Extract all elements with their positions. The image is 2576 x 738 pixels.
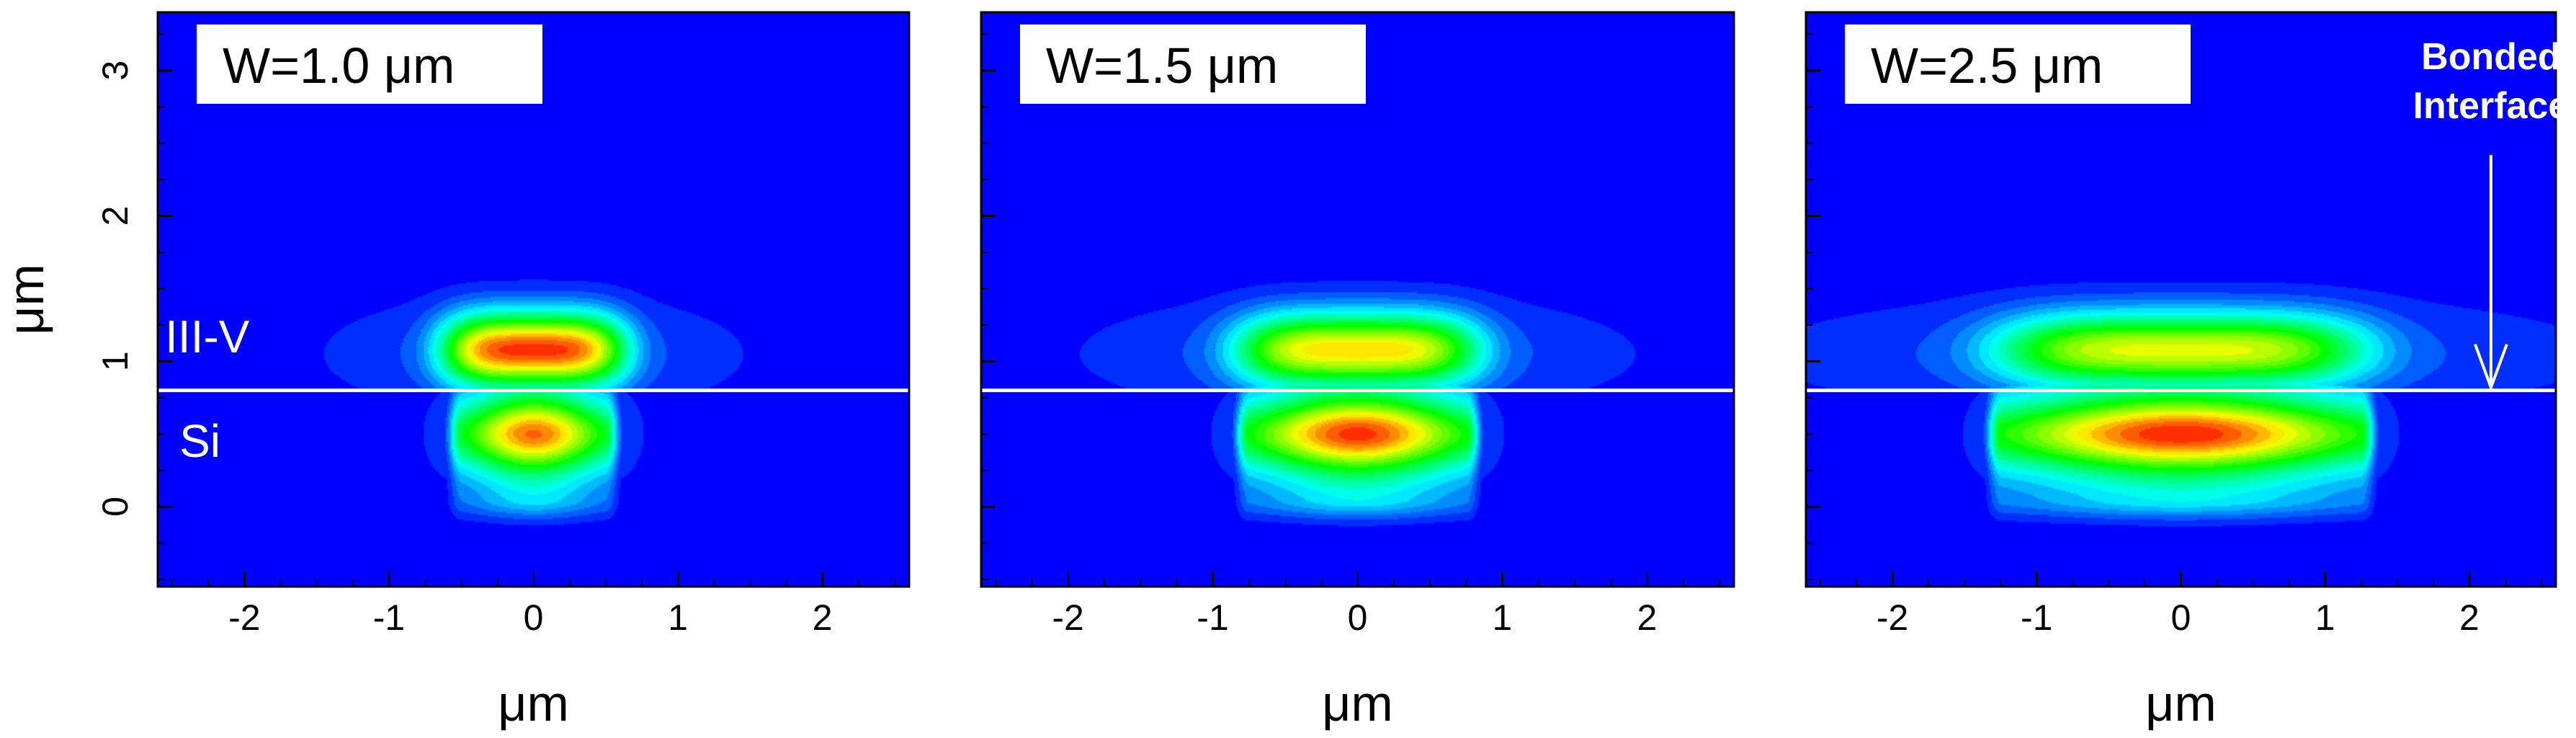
x-axis-label: μm — [2145, 675, 2217, 732]
x-axis-label: μm — [1322, 675, 1393, 732]
x-tick-label: 2 — [813, 597, 833, 638]
panel-w2p5: -2 -1 0 1 2 μm W=2.5 μm Bonded Interface — [1804, 11, 2570, 732]
y-tick-label: 0 — [95, 497, 135, 517]
callout-label: Bonded — [2421, 36, 2561, 78]
panel-title-box — [1845, 25, 2191, 104]
panel-title: W=1.5 μm — [1046, 37, 1278, 94]
field-heatmap — [981, 12, 1734, 587]
x-tick-label: -2 — [228, 597, 260, 638]
panel-w1: -2 -1 0 1 2 0 1 2 3 μm W=1.0 μm III-V Si — [95, 11, 911, 732]
y-tick-label: 2 — [95, 206, 135, 226]
x-tick-label: 0 — [1348, 597, 1368, 638]
region-label: III-V — [165, 311, 250, 363]
x-tick-label: 0 — [524, 597, 544, 638]
x-tick-label: -2 — [1877, 597, 1908, 638]
y-axis-label: μm — [0, 264, 54, 335]
x-tick-label: -1 — [373, 597, 405, 638]
field-heatmap — [158, 12, 909, 587]
panel-title-box — [197, 25, 542, 104]
x-tick-label: 1 — [668, 597, 688, 638]
callout-label: Interface — [2413, 85, 2570, 127]
region-label: Si — [179, 415, 220, 467]
panel-title: W=1.0 μm — [223, 37, 455, 94]
x-tick-label: 1 — [2315, 597, 2335, 638]
panel-title-box — [1020, 25, 1366, 104]
y-tick-label: 1 — [95, 351, 135, 371]
x-tick-label: -2 — [1052, 597, 1083, 638]
x-tick-label: 2 — [1637, 597, 1658, 638]
x-tick-label: -1 — [2021, 597, 2052, 638]
field-heatmap — [1806, 12, 2556, 587]
y-tick-label: 3 — [95, 61, 135, 81]
panel-w1p5: -2 -1 0 1 2 μm W=1.5 μm — [980, 11, 1735, 732]
panel-title: W=2.5 μm — [1871, 37, 2103, 94]
x-axis-label: μm — [498, 675, 569, 732]
x-tick-label: -1 — [1197, 597, 1228, 638]
x-tick-label: 1 — [1493, 597, 1513, 638]
x-tick-label: 0 — [2171, 597, 2191, 638]
callout-arrow-head — [2474, 343, 2508, 392]
x-tick-label: 2 — [2459, 597, 2479, 638]
